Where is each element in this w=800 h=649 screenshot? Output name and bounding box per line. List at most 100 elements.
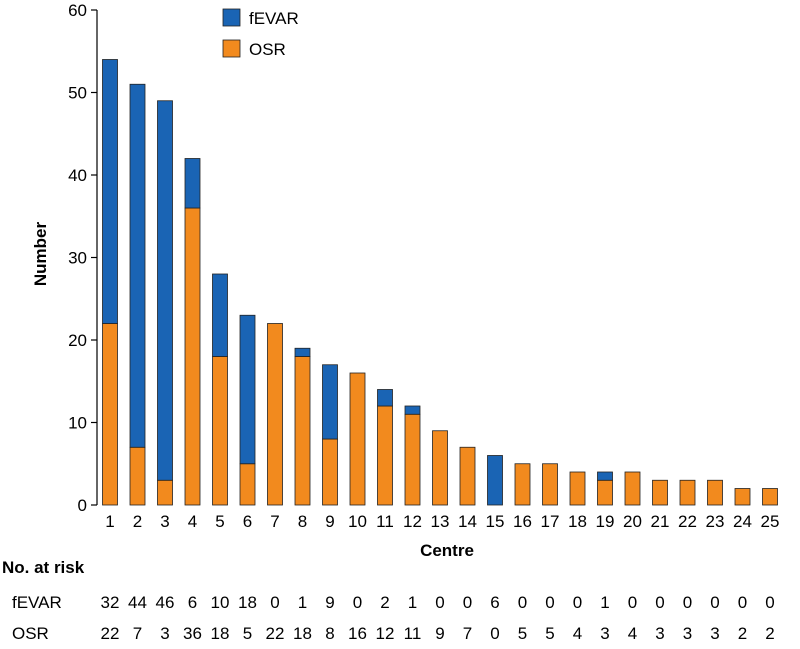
risk-value-fevar: 6 — [490, 593, 499, 612]
risk-value-fevar: 0 — [710, 593, 719, 612]
legend: fEVAR OSR — [222, 8, 299, 59]
y-tick-label: 30 — [68, 249, 87, 268]
bar-osr — [679, 479, 696, 506]
bar-fevar — [294, 347, 311, 357]
risk-value-fevar: 0 — [545, 593, 554, 612]
bar-fevar — [212, 273, 228, 357]
risk-value-fevar: 44 — [128, 593, 147, 612]
x-tick-label: 9 — [325, 512, 334, 531]
risk-value-osr: 7 — [463, 624, 472, 643]
bar-osr — [569, 471, 586, 506]
bar-fevar — [487, 455, 503, 506]
risk-value-osr: 3 — [655, 624, 664, 643]
bar-osr — [102, 323, 118, 506]
risk-value-fevar: 18 — [238, 593, 257, 612]
x-tick-label: 8 — [298, 512, 307, 531]
bar-osr — [459, 446, 476, 506]
x-tick-label: 1 — [105, 512, 114, 531]
risk-value-osr: 4 — [628, 624, 637, 643]
risk-value-osr: 4 — [573, 624, 582, 643]
risk-value-fevar: 0 — [435, 593, 444, 612]
risk-value-osr: 0 — [490, 624, 499, 643]
bar-fevar — [377, 389, 393, 407]
legend-label-osr: OSR — [249, 40, 286, 59]
x-tick-label: 7 — [270, 512, 279, 531]
risk-value-osr: 5 — [545, 624, 554, 643]
risk-value-osr: 9 — [435, 624, 444, 643]
risk-value-osr: 2 — [765, 624, 774, 643]
x-tick-label: 3 — [160, 512, 169, 531]
x-tick-label: 18 — [568, 512, 587, 531]
bar-osr — [734, 488, 751, 506]
x-tick-label: 13 — [431, 512, 450, 531]
risk-value-fevar: 0 — [655, 593, 664, 612]
x-tick-label: 11 — [376, 512, 394, 531]
risk-value-osr: 22 — [266, 624, 285, 643]
risk-value-osr: 3 — [600, 624, 609, 643]
x-tick-label: 12 — [403, 512, 422, 531]
bar-osr — [377, 405, 393, 506]
bar-osr — [239, 463, 256, 506]
risk-table-title: No. at risk — [2, 558, 85, 577]
risk-value-fevar: 10 — [211, 593, 230, 612]
risk-row-label-fevar: fEVAR — [12, 593, 62, 612]
risk-value-osr: 11 — [404, 624, 422, 643]
risk-value-osr: 18 — [293, 624, 312, 643]
risk-value-osr: 16 — [348, 624, 367, 643]
risk-value-osr: 22 — [101, 624, 120, 643]
bar-osr — [212, 356, 228, 506]
risk-value-fevar: 1 — [600, 593, 609, 612]
risk-value-fevar: 0 — [628, 593, 637, 612]
risk-value-osr: 7 — [133, 624, 142, 643]
risk-value-fevar: 32 — [101, 593, 120, 612]
x-tick-label: 16 — [513, 512, 532, 531]
x-tick-label: 10 — [348, 512, 367, 531]
risk-value-osr: 3 — [683, 624, 692, 643]
risk-value-osr: 5 — [243, 624, 252, 643]
risk-value-fevar: 0 — [573, 593, 582, 612]
risk-row-label-osr: OSR — [12, 624, 49, 643]
bar-osr — [762, 488, 778, 506]
bar-osr — [514, 463, 531, 506]
bar-osr — [349, 372, 366, 506]
bar-osr — [322, 438, 338, 506]
y-axis-label: Number — [31, 222, 50, 287]
risk-value-fevar: 0 — [518, 593, 527, 612]
risk-value-osr: 2 — [738, 624, 747, 643]
x-tick-label: 17 — [541, 512, 560, 531]
risk-value-fevar: 6 — [188, 593, 197, 612]
x-tick-label: 24 — [733, 512, 752, 531]
bar-osr — [404, 413, 421, 506]
risk-value-fevar: 1 — [298, 593, 307, 612]
bar-fevar — [184, 158, 201, 209]
y-tick-label: 40 — [68, 166, 87, 185]
bar-osr — [707, 479, 723, 506]
y-tick-label: 60 — [68, 1, 87, 20]
risk-value-fevar: 0 — [270, 593, 279, 612]
x-tick-label: 25 — [761, 512, 780, 531]
x-tick-label: 15 — [486, 512, 505, 531]
bar-fevar — [102, 59, 118, 324]
risk-value-fevar: 0 — [683, 593, 692, 612]
risk-value-osr: 36 — [183, 624, 202, 643]
risk-value-fevar: 0 — [765, 593, 774, 612]
x-tick-label: 2 — [133, 512, 142, 531]
y-tick-label: 0 — [78, 496, 87, 515]
legend-label-fevar: fEVAR — [249, 9, 299, 28]
y-tick-label: 20 — [68, 331, 87, 350]
risk-value-fevar: 46 — [156, 593, 175, 612]
risk-value-fevar: 2 — [380, 593, 389, 612]
bar-osr — [294, 356, 311, 506]
x-tick-label: 19 — [596, 512, 615, 531]
y-tick-label: 50 — [68, 84, 87, 103]
y-tick-label: 10 — [68, 414, 87, 433]
x-tick-label: 22 — [678, 512, 697, 531]
bar-fevar — [597, 471, 613, 481]
bar-osr — [129, 446, 146, 506]
bar-fevar — [322, 364, 338, 440]
risk-value-fevar: 1 — [408, 593, 417, 612]
x-tick-label: 6 — [243, 512, 252, 531]
bar-osr — [652, 479, 668, 506]
risk-value-osr: 18 — [211, 624, 230, 643]
x-tick-label: 14 — [458, 512, 477, 531]
